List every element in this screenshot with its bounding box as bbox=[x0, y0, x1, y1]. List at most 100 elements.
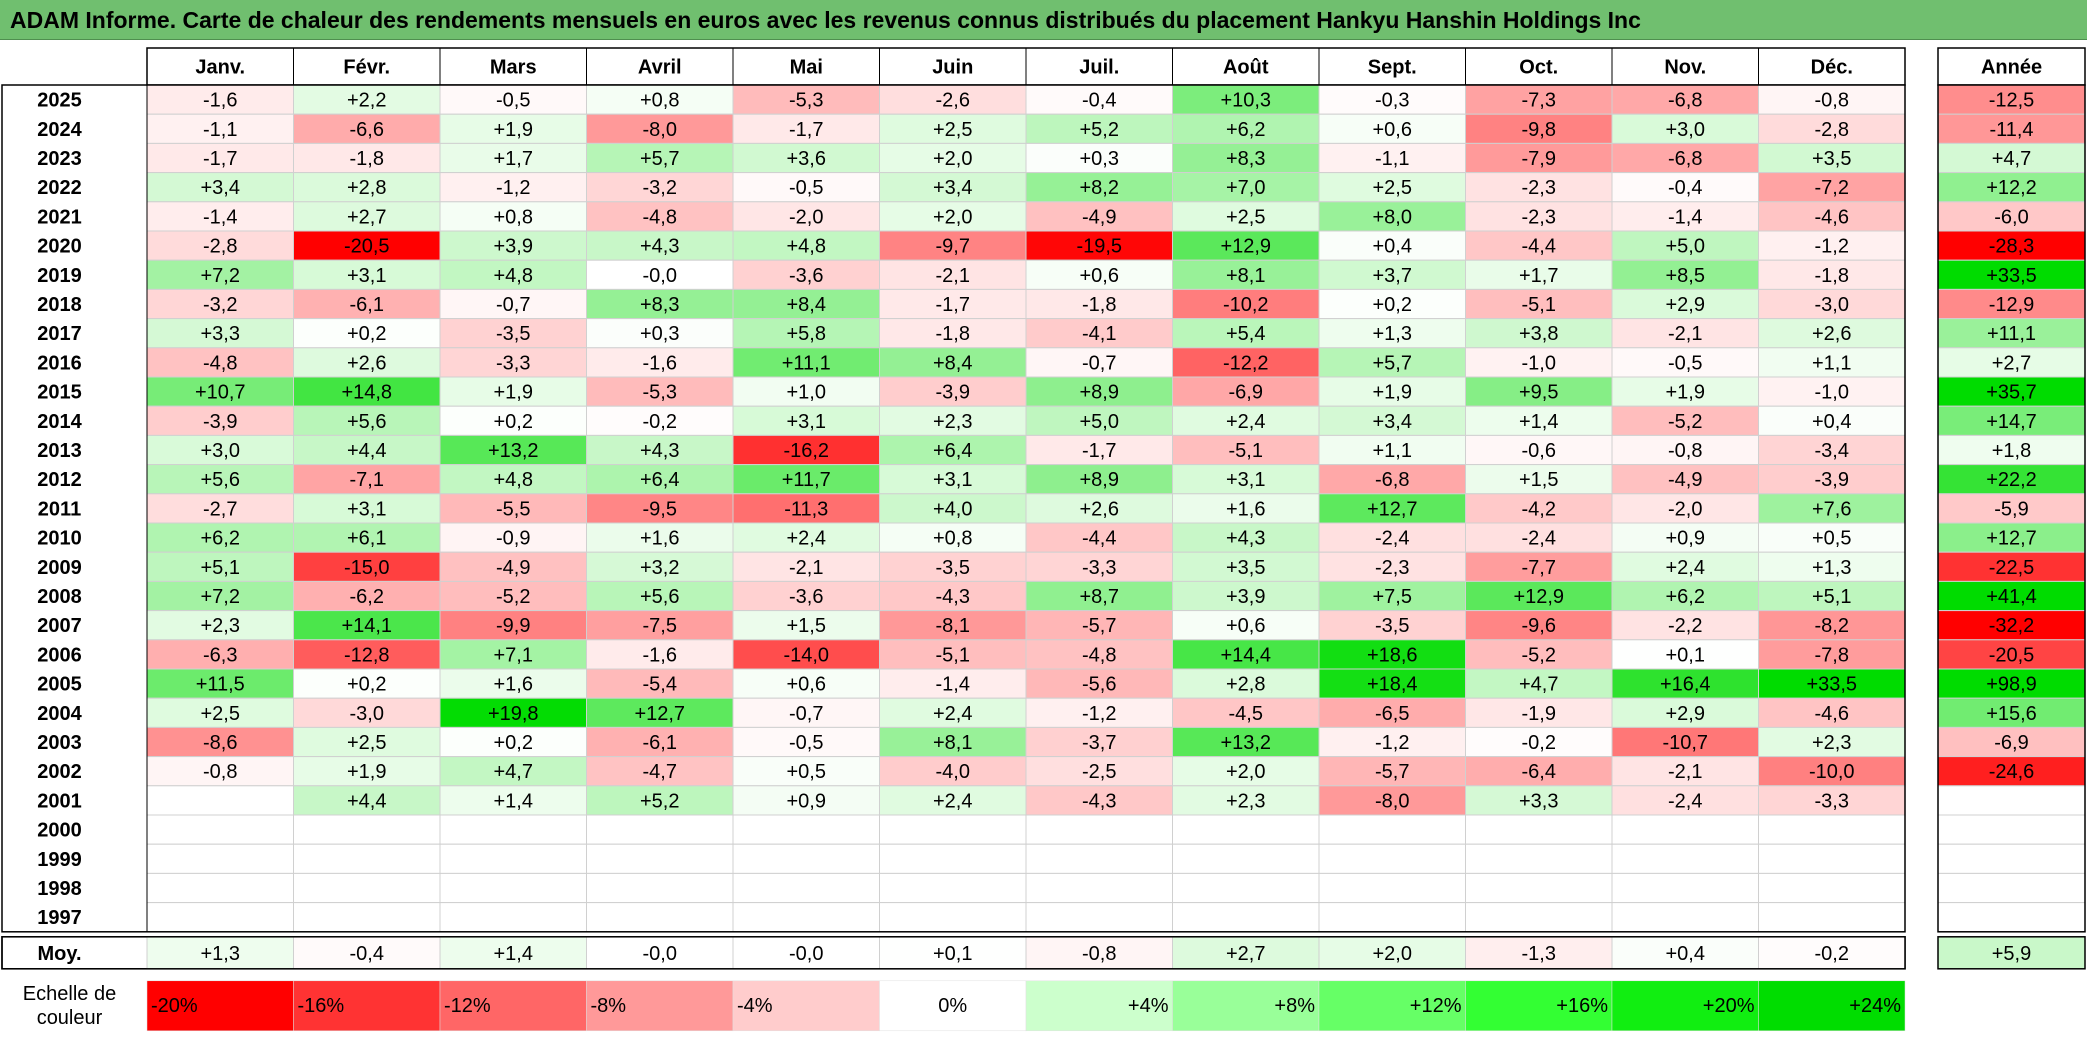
cell-value-label: +8,4 bbox=[787, 294, 826, 316]
year-label: 2009 bbox=[37, 557, 82, 579]
heatmap-cell bbox=[732, 347, 880, 378]
cell-value-label: +3,0 bbox=[1666, 119, 1705, 141]
heatmap-cell bbox=[879, 434, 1027, 466]
heatmap-cell bbox=[439, 872, 587, 904]
cell-value-label: +8,2 bbox=[1080, 177, 1119, 199]
cell-value-label: -2,8 bbox=[1815, 119, 1849, 141]
heatmap-cell bbox=[1025, 726, 1173, 758]
heatmap-cell bbox=[439, 756, 587, 787]
heatmap-cell bbox=[1758, 814, 1906, 845]
year-label: 1998 bbox=[37, 878, 82, 900]
cell-value-label: +3,1 bbox=[347, 265, 386, 287]
cell-value-label: -4,9 bbox=[496, 557, 530, 579]
heatmap-cell bbox=[1172, 113, 1320, 144]
cell-value-label: +0,6 bbox=[1373, 119, 1412, 141]
average-cell bbox=[586, 936, 734, 970]
cell-value-label: +14,1 bbox=[341, 615, 392, 637]
heatmap-cell bbox=[1025, 142, 1173, 174]
cell-value-label: +0,4 bbox=[1812, 411, 1851, 433]
cell-value-label: +0,2 bbox=[347, 674, 386, 696]
heatmap-cell bbox=[1465, 318, 1613, 349]
cell-value-label: +7,2 bbox=[201, 265, 240, 287]
heatmap-cell bbox=[439, 288, 587, 320]
heatmap-cell bbox=[732, 726, 880, 758]
heatmap-cell bbox=[1025, 405, 1173, 436]
cell-value-label: -4,3 bbox=[936, 586, 970, 608]
heatmap-cell bbox=[1318, 493, 1466, 524]
cell-value-label: -6,8 bbox=[1668, 148, 1702, 170]
annual-cell bbox=[1937, 84, 2086, 115]
cell-value-label: -8,2 bbox=[1815, 615, 1849, 637]
month-header-label: Févr. bbox=[343, 57, 390, 79]
color-scale-swatch bbox=[1465, 980, 1613, 1032]
color-scale-step-label: -4% bbox=[737, 995, 773, 1017]
heatmap-cell bbox=[293, 318, 441, 349]
cell-value-label: +6,1 bbox=[347, 528, 386, 550]
cell-value-label: -4,8 bbox=[1082, 644, 1116, 666]
heatmap-cell bbox=[1025, 259, 1173, 290]
annual-value-label: +11,1 bbox=[1987, 323, 2036, 345]
year-label: 2004 bbox=[37, 703, 82, 725]
heatmap-cell bbox=[1611, 288, 1759, 320]
color-scale-swatch bbox=[879, 980, 1027, 1032]
annual-value-label: -28,3 bbox=[1989, 236, 2035, 258]
heatmap-cell bbox=[1611, 318, 1759, 349]
cell-value-label: +8,9 bbox=[1080, 469, 1119, 491]
cell-value-label: +1,0 bbox=[787, 382, 826, 404]
cell-value-label: -2,4 bbox=[1668, 790, 1702, 812]
cell-value-label: +1,6 bbox=[494, 674, 533, 696]
cell-value-label: +0,6 bbox=[1080, 265, 1119, 287]
heatmap-cell bbox=[879, 230, 1027, 261]
heatmap-cell bbox=[439, 259, 587, 290]
heatmap-cell bbox=[1758, 639, 1906, 670]
cell-value-label: +0,5 bbox=[1812, 528, 1851, 550]
cell-value-label: +4,3 bbox=[1226, 528, 1265, 550]
year-label: 2023 bbox=[37, 148, 82, 170]
cell-value-label: +3,3 bbox=[1519, 790, 1558, 812]
cell-value-label: -7,5 bbox=[643, 615, 677, 637]
heatmap-cell bbox=[146, 902, 294, 933]
cell-value-label: +3,4 bbox=[933, 177, 972, 199]
grid-border bbox=[1, 84, 1906, 933]
cell-value-label: +2,0 bbox=[1226, 761, 1265, 783]
annual-value-label: +35,7 bbox=[1986, 382, 2037, 404]
cell-value-label: -3,3 bbox=[1082, 557, 1116, 579]
heatmap-cell bbox=[1318, 172, 1466, 203]
cell-value-label: +1,6 bbox=[640, 528, 679, 550]
cell-value-label: -3,4 bbox=[1815, 440, 1849, 462]
heatmap-cell bbox=[879, 201, 1027, 232]
heatmap-cell bbox=[879, 902, 1027, 933]
cell-value-label: +8,9 bbox=[1080, 382, 1119, 404]
heatmap-cell bbox=[1172, 551, 1320, 582]
cell-value-label: -1,7 bbox=[1082, 440, 1116, 462]
heatmap-cell bbox=[732, 230, 880, 261]
year-label: 2012 bbox=[37, 469, 82, 491]
month-header-label: Mai bbox=[790, 57, 823, 79]
heatmap-cell bbox=[146, 405, 294, 436]
average-value-label: +1,4 bbox=[494, 943, 533, 965]
heatmap-cell bbox=[879, 726, 1027, 758]
cell-value-label: +8,4 bbox=[933, 352, 972, 374]
cell-value-label: -0,5 bbox=[1668, 352, 1702, 374]
cell-value-label: -2,3 bbox=[1522, 177, 1556, 199]
heatmap-cell bbox=[1611, 639, 1759, 670]
cell-value-label: -2,8 bbox=[203, 236, 237, 258]
cell-value-label: +1,7 bbox=[1519, 265, 1558, 287]
cell-value-label: -1,2 bbox=[1082, 703, 1116, 725]
average-value-label: -0,2 bbox=[1815, 943, 1849, 965]
heatmap-cell bbox=[1611, 172, 1759, 203]
cell-value-label: -7,8 bbox=[1815, 644, 1849, 666]
cell-value-label: +3,7 bbox=[1373, 265, 1412, 287]
cell-value-label: +1,3 bbox=[1812, 557, 1851, 579]
cell-value-label: -4,8 bbox=[643, 206, 677, 228]
cell-value-label: +2,5 bbox=[1226, 206, 1265, 228]
cell-value-label: +3,1 bbox=[347, 498, 386, 520]
cell-value-label: -2,1 bbox=[1668, 761, 1702, 783]
heatmap-cell bbox=[1758, 785, 1906, 816]
cell-value-label: -1,4 bbox=[203, 206, 237, 228]
cell-value-label: -1,0 bbox=[1522, 352, 1556, 374]
heatmap-cell bbox=[439, 113, 587, 144]
average-value-label: -0,0 bbox=[789, 943, 823, 965]
cell-value-label: -4,4 bbox=[1082, 528, 1116, 550]
